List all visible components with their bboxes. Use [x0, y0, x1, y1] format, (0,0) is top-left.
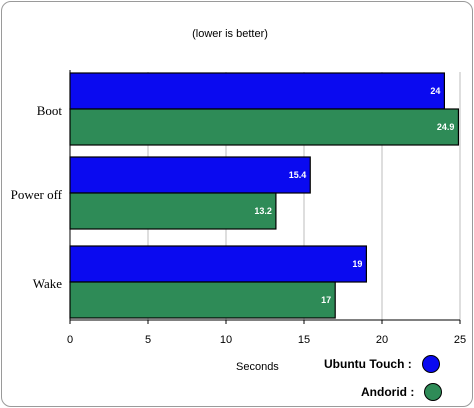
category-label: Wake — [33, 276, 62, 291]
category-label: Boot — [37, 103, 63, 118]
bar-android — [69, 192, 277, 230]
bar-ubuntu-touch — [69, 245, 367, 283]
x-tick-label: 25 — [454, 334, 466, 346]
x-tick-labels: 0 5 10 15 20 25 — [67, 334, 466, 346]
category-labels: Boot Power off Wake — [11, 103, 63, 291]
legend-label-ubuntu: Ubuntu Touch : — [324, 357, 412, 371]
bars: 24 24.9 15.4 13.2 19 17 — [69, 72, 460, 319]
x-tick-label: 10 — [220, 334, 232, 346]
bar-ubuntu-touch — [69, 72, 445, 110]
bar-value-label: 13.2 — [254, 206, 272, 216]
bar-value-label: 24 — [430, 86, 440, 96]
legend-swatch-ubuntu — [421, 355, 440, 373]
bar-value-label: 19 — [352, 259, 362, 269]
bar-value-label: 15.4 — [289, 170, 307, 180]
bar-value-label: 24.9 — [437, 122, 455, 132]
bar-android — [69, 108, 460, 146]
legend-item-ubuntu: Ubuntu Touch : — [324, 355, 440, 373]
category-label: Power off — [11, 187, 63, 202]
x-axis-label: Seconds — [236, 361, 279, 373]
bar-value-label: 17 — [321, 295, 331, 305]
x-tick-label: 0 — [67, 334, 73, 346]
legend-label-android: Andorid : — [361, 385, 415, 399]
bar-ubuntu-touch — [69, 156, 311, 194]
x-tick-label: 15 — [298, 334, 310, 346]
x-tick-label: 5 — [145, 334, 151, 346]
bar-android — [69, 281, 336, 319]
legend-item-android: Andorid : — [361, 383, 443, 401]
legend-swatch-android — [424, 383, 443, 401]
chart-subtitle: (lower is better) — [192, 28, 268, 40]
axes — [69, 70, 461, 324]
x-tick-label: 20 — [376, 334, 388, 346]
